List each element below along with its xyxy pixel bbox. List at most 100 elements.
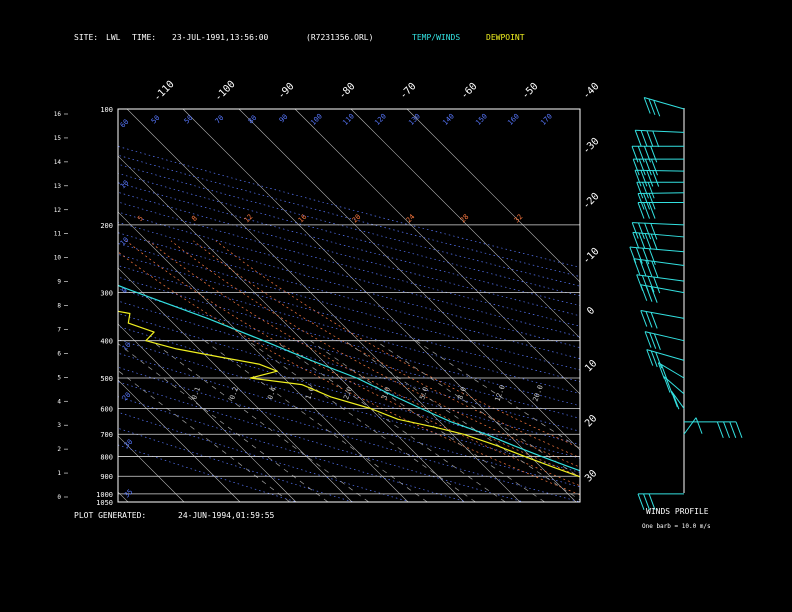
dry-adiabat-label: 10 xyxy=(119,236,131,248)
dry-adiabat-label: 120 xyxy=(373,112,388,127)
wind-barb-flag xyxy=(648,193,656,210)
dry-adiabat-label: 130 xyxy=(407,112,422,127)
isotherm-right-label: -20 xyxy=(581,191,602,212)
wind-barb-shaft xyxy=(638,192,685,195)
dry-adiabat-label: 60 xyxy=(119,118,131,130)
dry-adiabat-line xyxy=(118,163,580,287)
wind-barb-flag xyxy=(641,182,649,199)
dry-adiabat-line xyxy=(118,243,580,371)
dry-adiabat-line xyxy=(118,339,580,473)
wind-barb xyxy=(663,376,685,395)
dry-adiabat-line xyxy=(118,381,524,502)
isotherm-line xyxy=(406,109,580,283)
wind-barb-shaft xyxy=(663,376,685,395)
wind-barb-shaft xyxy=(633,258,685,266)
height-tick-label: 11 xyxy=(54,231,62,238)
mixing-ratio-label: 2.0 xyxy=(342,386,354,401)
dry-adiabat-line xyxy=(118,366,580,502)
mixing-ratio-line xyxy=(274,340,506,502)
dry-adiabat-label: 90 xyxy=(278,113,290,125)
isotherm-line xyxy=(238,109,580,451)
pressure-tick-label: 800 xyxy=(100,454,113,462)
wind-barb-flag xyxy=(643,202,650,219)
height-tick-label: 2 xyxy=(57,446,61,453)
wind-barb-flag xyxy=(652,130,660,148)
dewpoint-line xyxy=(118,310,580,478)
wind-barb-flag xyxy=(647,182,655,199)
wind-barb-shaft xyxy=(644,331,685,342)
dry-adiabat-line xyxy=(118,396,467,502)
plot-generated-label: PLOT GENERATED: xyxy=(74,511,147,520)
wind-barb-flag xyxy=(648,98,656,116)
wind-barb xyxy=(637,493,684,511)
file-id: (R7231356.ORL) xyxy=(306,33,374,42)
isotherm-line xyxy=(182,109,577,502)
dry-adiabat-line xyxy=(118,325,580,459)
height-tick-label: 1 xyxy=(57,470,61,477)
wind-barb-flag xyxy=(637,202,645,219)
wind-barb-flag xyxy=(643,193,651,210)
wind-barb-flag xyxy=(639,259,647,276)
wind-barb-flag xyxy=(653,333,661,350)
wind-barb-flag xyxy=(735,421,743,439)
wind-barb-flag xyxy=(632,232,640,249)
wind-barb xyxy=(670,390,685,410)
wind-barb-flag xyxy=(646,130,654,147)
wind-barb-shaft xyxy=(646,349,685,361)
wind-barb-flag xyxy=(653,100,661,117)
wind-barb-flag xyxy=(636,182,644,199)
wind-barb-shaft xyxy=(658,362,685,379)
mixing-ratio-label: 0.4 xyxy=(266,386,278,401)
mixing-ratio-label: 5.0 xyxy=(418,386,430,401)
dry-adiabat-line xyxy=(118,444,297,502)
wind-barb-flag xyxy=(644,233,652,250)
dry-adiabat-line xyxy=(118,288,580,419)
isotherm-top-label: -70 xyxy=(398,81,419,102)
moist-adiabat-label: 12 xyxy=(243,213,255,225)
moist-adiabat-line xyxy=(125,240,580,487)
wind-barb xyxy=(636,181,684,199)
dry-adiabat-line xyxy=(118,146,580,268)
wind-barb-shaft xyxy=(635,169,685,172)
pressure-tick-label: 1050 xyxy=(96,499,113,507)
wind-barb xyxy=(640,284,685,303)
mixing-ratio-label: 8.0 xyxy=(456,386,468,401)
isotherm-right-label: 10 xyxy=(583,358,599,374)
wind-barb-flag xyxy=(646,170,654,187)
dry-adiabat-label: 140 xyxy=(441,112,456,127)
wind-barb-flag xyxy=(655,352,663,369)
wind-barb-flag xyxy=(632,158,640,176)
wind-barb-flag xyxy=(716,421,724,439)
wind-barb xyxy=(632,158,684,176)
pressure-tick-label: 700 xyxy=(100,431,113,439)
height-tick-label: 16 xyxy=(54,111,62,118)
wind-barb-flag xyxy=(647,276,655,293)
wind-barb xyxy=(640,310,685,329)
wind-barb xyxy=(657,362,685,381)
pressure-tick-label: 300 xyxy=(100,290,113,298)
wind-barb-shaft xyxy=(644,97,685,110)
wind-barb-shaft xyxy=(640,284,685,294)
dry-adiabat-label: 30 xyxy=(123,438,135,450)
dry-adiabat-label: 110 xyxy=(341,112,356,127)
dry-adiabat-line xyxy=(118,221,580,348)
wind-barb-flag xyxy=(637,493,645,511)
mixing-ratio-line xyxy=(118,370,291,502)
site-value: LWL xyxy=(106,33,121,42)
wind-barb-flag xyxy=(637,222,645,240)
dry-adiabat-line xyxy=(118,201,580,327)
wind-barb-flag xyxy=(645,260,653,277)
wind-barb-flag xyxy=(634,170,642,187)
wind-barb-flag xyxy=(640,284,648,301)
dry-adiabat-label: 10 xyxy=(121,341,133,353)
wind-barb-flag xyxy=(651,260,659,278)
pressure-tick-label: 900 xyxy=(100,473,113,481)
dry-adiabat-label: 80 xyxy=(247,114,259,126)
mixing-ratio-line xyxy=(375,340,580,478)
time-value: 23-JUL-1991,13:56:00 xyxy=(172,33,269,42)
wind-barb-shaft xyxy=(629,246,685,253)
site-label: SITE: xyxy=(74,33,99,42)
temperature-line xyxy=(118,284,580,472)
wind-barb-flag xyxy=(644,222,652,240)
isotherm-top-label: -110 xyxy=(152,79,177,104)
